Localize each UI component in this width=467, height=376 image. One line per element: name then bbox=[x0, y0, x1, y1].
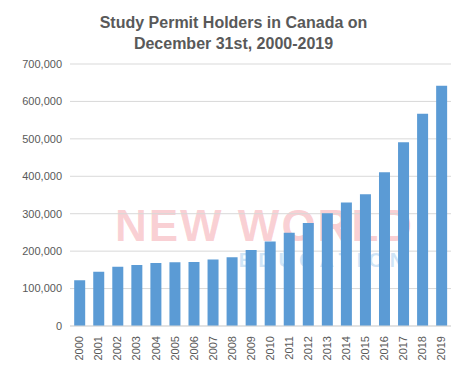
svg-text:2015: 2015 bbox=[359, 336, 371, 360]
svg-text:2004: 2004 bbox=[150, 336, 162, 360]
svg-text:2005: 2005 bbox=[169, 336, 181, 360]
svg-text:300,000: 300,000 bbox=[22, 208, 62, 220]
svg-text:2000: 2000 bbox=[73, 336, 85, 360]
svg-text:2018: 2018 bbox=[416, 336, 428, 360]
svg-text:2012: 2012 bbox=[302, 336, 314, 360]
svg-text:2009: 2009 bbox=[245, 336, 257, 360]
html-text:EDUCATION: EDUCATION bbox=[238, 249, 411, 271]
svg-text:2002: 2002 bbox=[111, 336, 123, 360]
svg-text:2003: 2003 bbox=[130, 336, 142, 360]
svg-text:2007: 2007 bbox=[207, 336, 219, 360]
svg-text:200,000: 200,000 bbox=[22, 245, 62, 257]
svg-text:600,000: 600,000 bbox=[22, 95, 62, 107]
svg-text:2010: 2010 bbox=[264, 336, 276, 360]
svg-text:2019: 2019 bbox=[435, 336, 447, 360]
svg-text:100,000: 100,000 bbox=[22, 282, 62, 294]
svg-text:2011: 2011 bbox=[283, 336, 295, 360]
svg-text:2001: 2001 bbox=[92, 336, 104, 360]
html-text:Study Permit Holders in Canada: Study Permit Holders in Canada on Decemb… bbox=[99, 14, 368, 52]
svg-text:0: 0 bbox=[56, 320, 62, 332]
svg-text:2017: 2017 bbox=[397, 336, 409, 360]
svg-text:2013: 2013 bbox=[321, 336, 333, 360]
svg-text:500,000: 500,000 bbox=[22, 133, 62, 145]
html-text:NEW WORLD: NEW WORLD bbox=[115, 201, 414, 250]
svg-text:2008: 2008 bbox=[226, 336, 238, 360]
svg-text:700,000: 700,000 bbox=[22, 58, 62, 70]
svg-text:2016: 2016 bbox=[378, 336, 390, 360]
svg-text:2006: 2006 bbox=[188, 336, 200, 360]
svg-text:400,000: 400,000 bbox=[22, 170, 62, 182]
svg-text:2014: 2014 bbox=[340, 336, 352, 360]
